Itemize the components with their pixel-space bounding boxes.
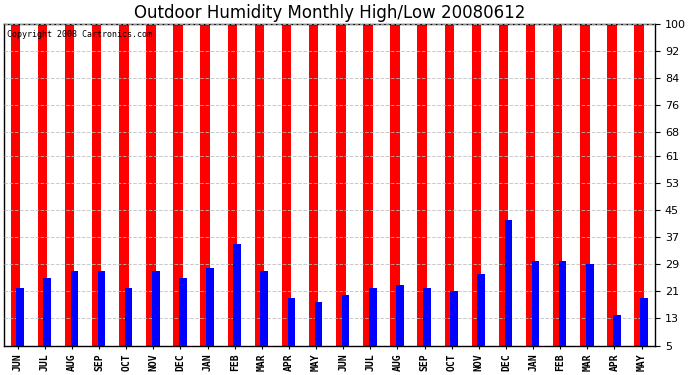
- Bar: [526, 24, 535, 363]
- Bar: [173, 24, 183, 363]
- Bar: [228, 24, 237, 363]
- Bar: [423, 288, 431, 363]
- Bar: [255, 24, 264, 363]
- Bar: [499, 24, 509, 363]
- Bar: [553, 24, 562, 363]
- Bar: [179, 278, 187, 363]
- Bar: [342, 295, 349, 363]
- Bar: [363, 24, 373, 363]
- Bar: [336, 24, 346, 363]
- Bar: [559, 261, 566, 363]
- Text: Copyright 2008 Cartronics.com: Copyright 2008 Cartronics.com: [8, 30, 152, 39]
- Bar: [288, 298, 295, 363]
- Bar: [640, 298, 648, 363]
- Bar: [146, 24, 156, 363]
- Bar: [233, 244, 241, 363]
- Bar: [504, 220, 512, 363]
- Bar: [70, 271, 78, 363]
- Bar: [444, 24, 454, 363]
- Bar: [92, 24, 101, 363]
- Bar: [200, 24, 210, 363]
- Bar: [607, 24, 617, 363]
- Bar: [17, 288, 24, 363]
- Bar: [152, 271, 159, 363]
- Bar: [451, 291, 458, 363]
- Bar: [261, 271, 268, 363]
- Bar: [417, 24, 427, 363]
- Bar: [613, 315, 621, 363]
- Bar: [472, 24, 481, 363]
- Bar: [369, 288, 377, 363]
- Bar: [38, 24, 47, 363]
- Bar: [477, 274, 485, 363]
- Title: Outdoor Humidity Monthly High/Low 20080612: Outdoor Humidity Monthly High/Low 200806…: [134, 4, 525, 22]
- Bar: [532, 261, 540, 363]
- Bar: [119, 24, 128, 363]
- Bar: [65, 24, 75, 363]
- Bar: [315, 302, 322, 363]
- Bar: [396, 285, 404, 363]
- Bar: [10, 24, 20, 363]
- Bar: [391, 24, 400, 363]
- Bar: [586, 264, 593, 363]
- Bar: [43, 278, 51, 363]
- Bar: [309, 24, 318, 363]
- Bar: [634, 24, 644, 363]
- Bar: [282, 24, 291, 363]
- Bar: [206, 268, 214, 363]
- Bar: [580, 24, 590, 363]
- Bar: [125, 288, 132, 363]
- Bar: [98, 271, 106, 363]
